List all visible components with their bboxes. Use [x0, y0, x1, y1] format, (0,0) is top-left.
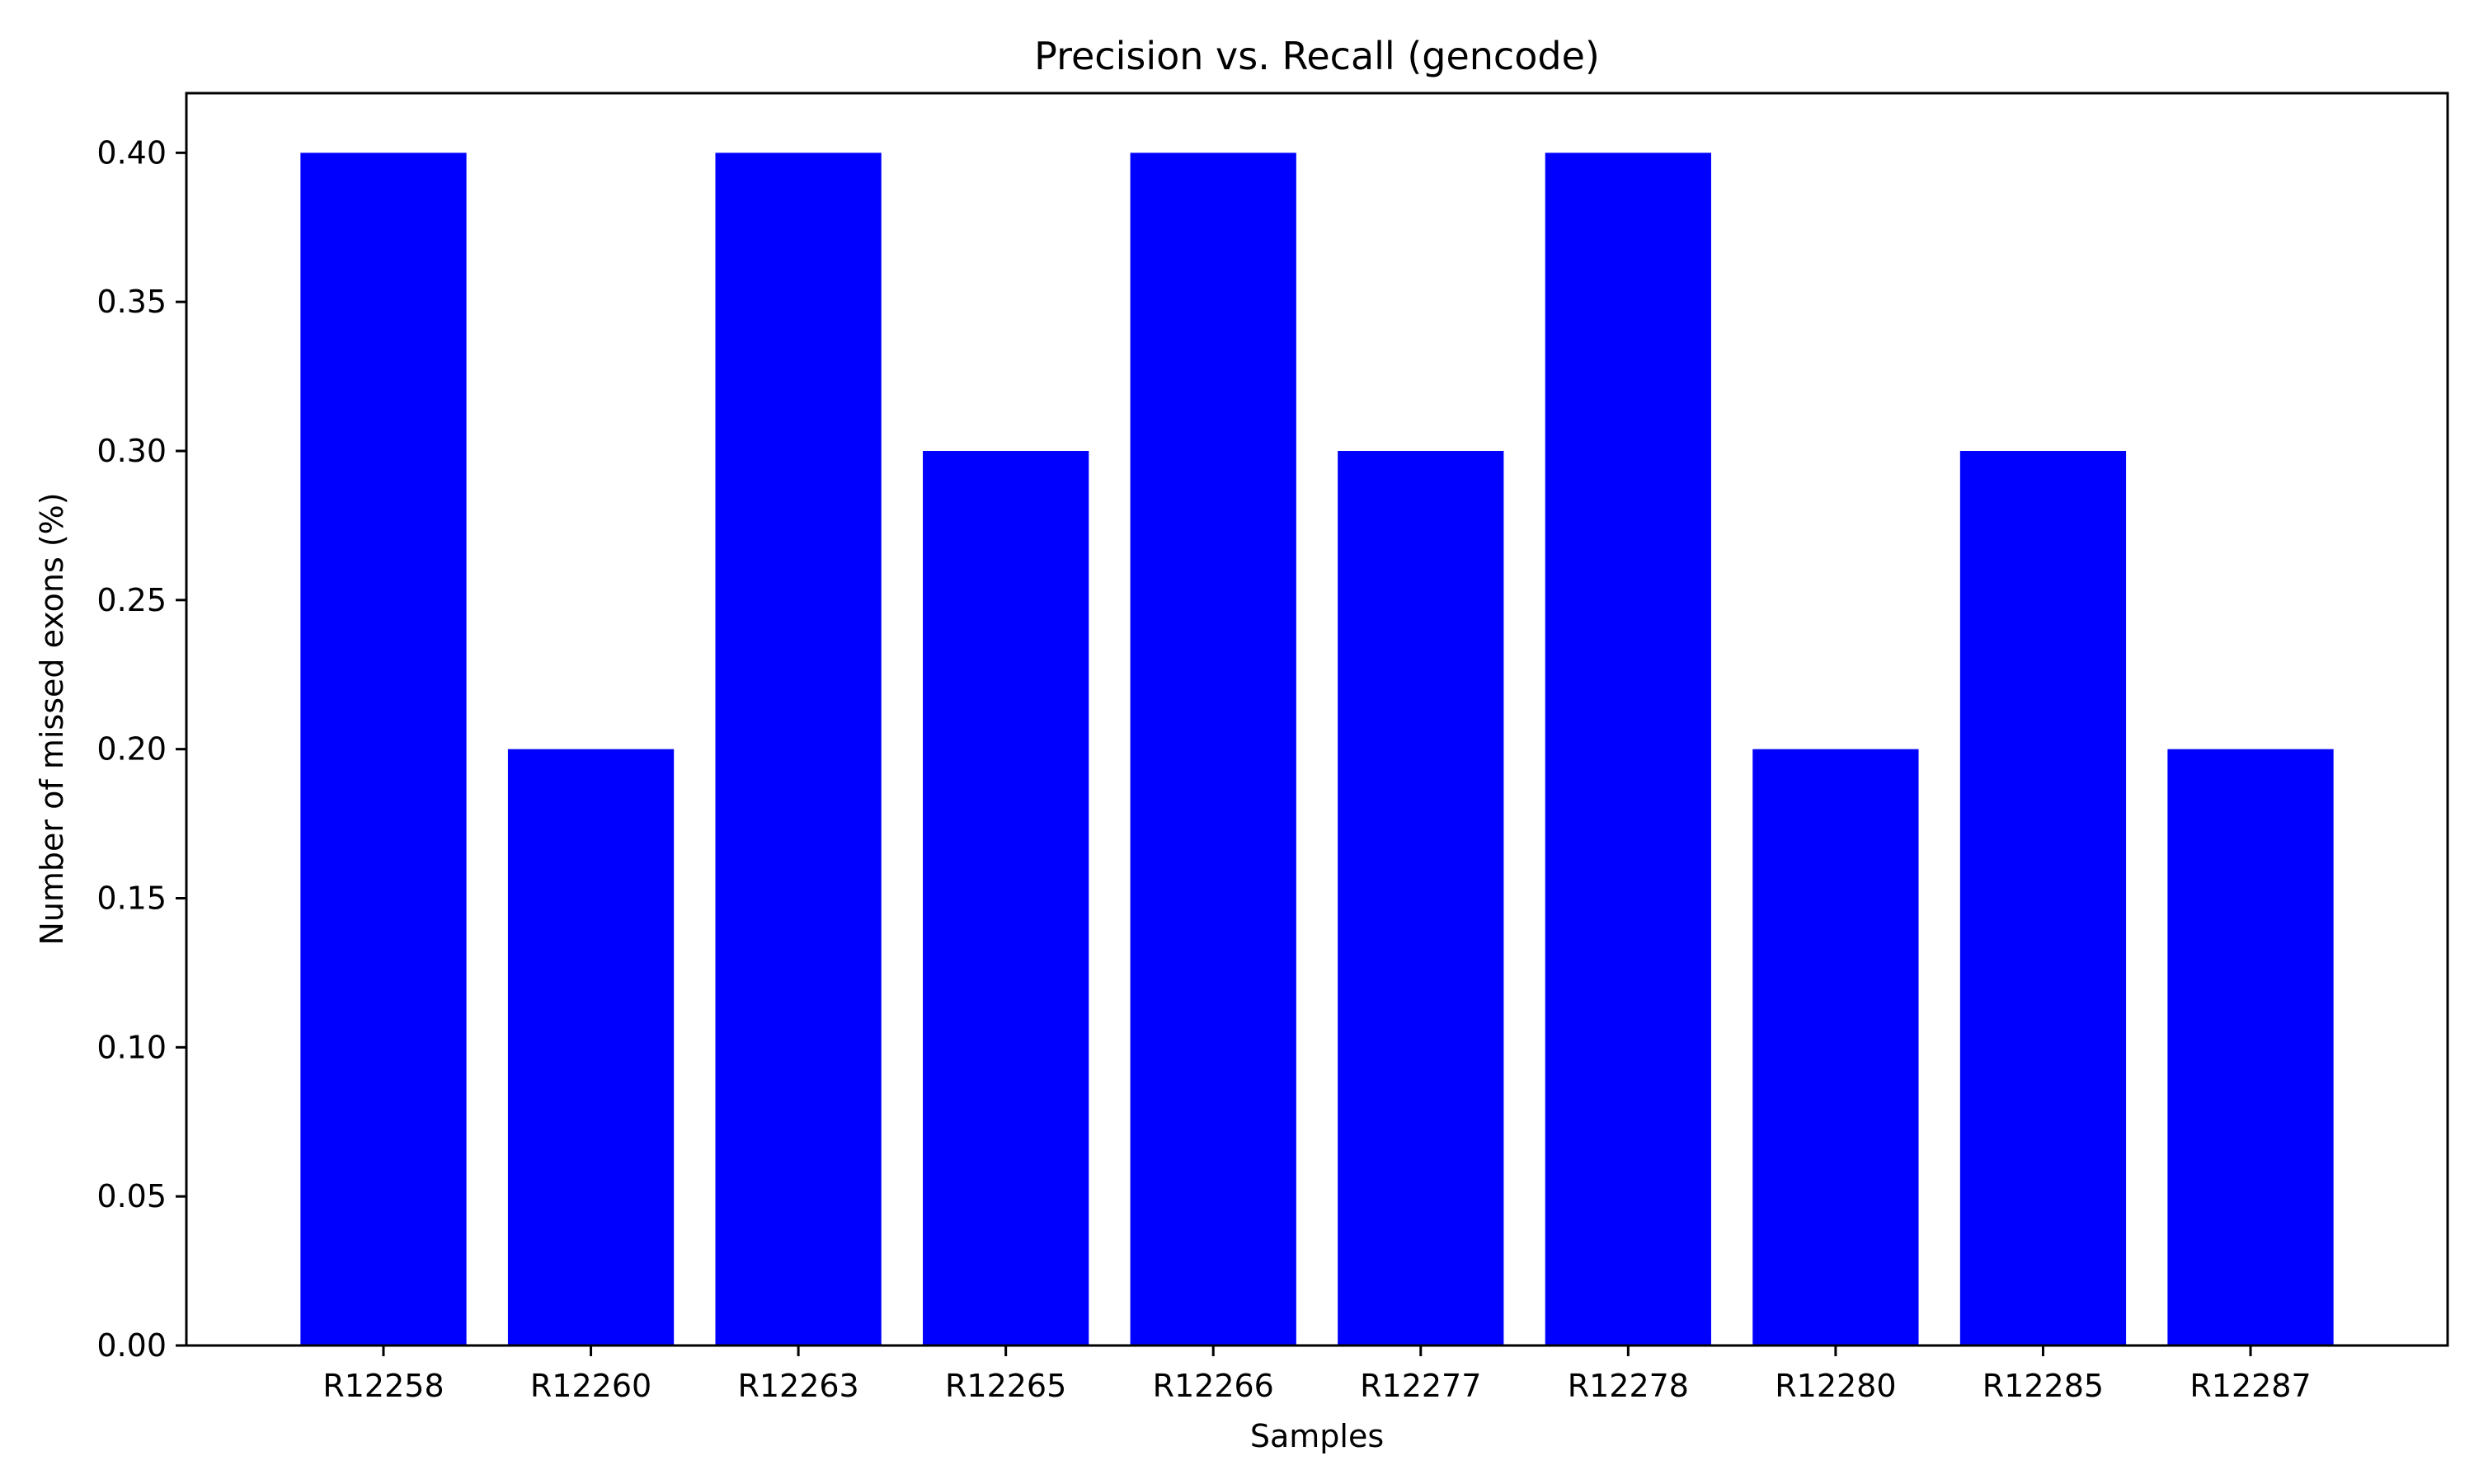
x-tick-label: R12263 [737, 1368, 858, 1404]
bar-R12263 [715, 153, 882, 1345]
y-tick-label: 0.10 [96, 1029, 167, 1065]
y-tick-label: 0.20 [96, 731, 167, 768]
y-tick-label: 0.05 [96, 1178, 167, 1214]
x-tick-label: R12285 [1982, 1368, 2104, 1404]
bar-R12287 [2167, 749, 2334, 1345]
x-tick-label: R12287 [2189, 1368, 2311, 1404]
x-tick-label: R12280 [1775, 1368, 1896, 1404]
plot-frame [185, 92, 2449, 1347]
y-tick-label: 0.25 [96, 582, 167, 618]
x-tick-label: R12277 [1360, 1368, 1481, 1404]
bar-R12260 [507, 749, 675, 1345]
bars-group [300, 153, 2334, 1345]
y-tick-label: 0.15 [96, 881, 167, 917]
y-tick-label: 0.35 [96, 284, 167, 320]
x-axis: R12258 R12260 R12263 R12265 R12266 R12277 R122… [322, 1345, 2312, 1404]
y-tick-label: 0.40 [96, 134, 167, 171]
y-tick-label: 0.30 [96, 433, 167, 469]
x-tick-label: R12258 [322, 1368, 444, 1404]
bar-R12266 [1130, 153, 1296, 1345]
chart-title: Precision vs. Recall (gencode) [1034, 34, 1600, 78]
bar-R12265 [923, 451, 1089, 1345]
bar-R12285 [1959, 451, 2127, 1345]
y-axis: 0.00 0.05 0.10 0.15 0.20 0.25 0.30 0.35 0.40 [96, 134, 186, 1364]
x-tick-label: R12266 [1153, 1368, 1274, 1404]
x-tick-label: R12260 [530, 1368, 651, 1404]
bar-R12277 [1338, 451, 1504, 1345]
x-axis-label: Samples [1250, 1418, 1384, 1454]
x-tick-label: R12278 [1568, 1368, 1689, 1404]
y-tick-label: 0.00 [96, 1327, 167, 1364]
bar-R12278 [1545, 153, 1711, 1345]
bar-R12258 [300, 153, 467, 1345]
y-axis-label: Number of missed exons (%) [34, 492, 70, 945]
x-tick-label: R12265 [945, 1368, 1066, 1404]
bar-R12280 [1752, 749, 1919, 1345]
